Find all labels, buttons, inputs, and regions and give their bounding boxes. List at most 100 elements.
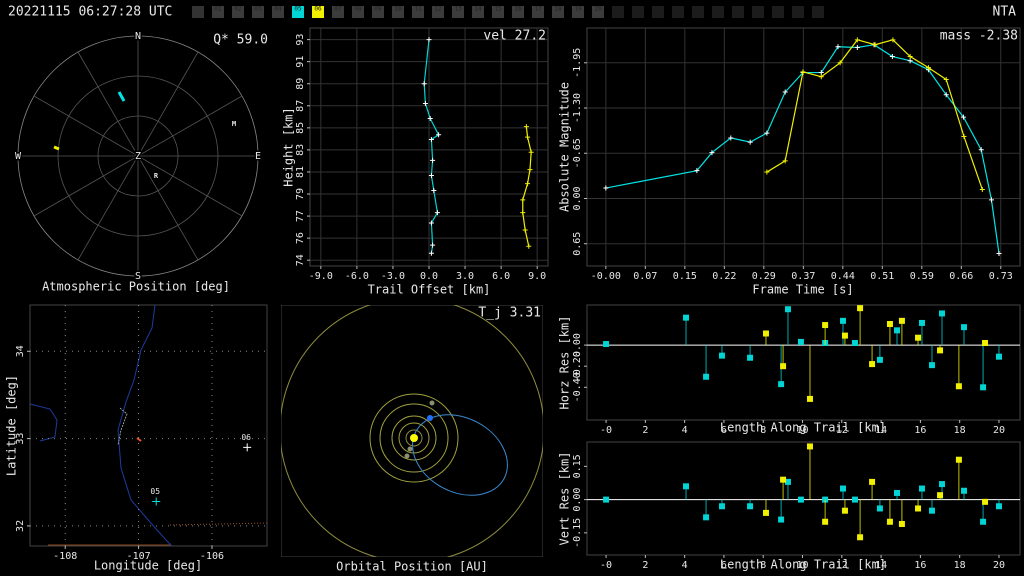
y-axis-label: Latitude [deg] (5, 375, 19, 476)
x-tick-label: -0 (600, 560, 612, 571)
data-point (747, 354, 754, 361)
data-point (822, 322, 829, 329)
data-point (907, 58, 913, 64)
y-tick-label: 91 (295, 56, 306, 68)
x-tick-label: 0.15 (673, 271, 697, 282)
data-point (747, 503, 754, 510)
data-point (780, 476, 787, 483)
y-axis-label: Height [km] (282, 107, 296, 186)
data-point (782, 89, 788, 95)
y-tick-label: -0.40 (572, 372, 583, 402)
data-point (857, 305, 864, 312)
data-point (526, 243, 532, 249)
data-point (980, 518, 987, 525)
data-point (747, 139, 753, 145)
x-tick-label: 0.07 (633, 271, 657, 282)
data-point (995, 503, 1002, 510)
data-point (797, 338, 804, 345)
station-box (392, 6, 404, 18)
zenith-label: Z (135, 151, 141, 162)
data-point (683, 483, 690, 490)
x-tick-label: 8 (760, 560, 766, 571)
data-point (995, 353, 1002, 360)
data-point (876, 505, 883, 512)
station-box (372, 6, 384, 18)
x-tick-label: 0.59 (910, 271, 934, 282)
station-box (432, 6, 444, 18)
data-point (718, 503, 725, 510)
annotation: vel 27.2 (483, 29, 546, 44)
data-point (937, 492, 944, 499)
x-tick-label: 10 (796, 425, 808, 436)
data-point (523, 124, 529, 130)
x-tick-label: -3.0 (381, 271, 405, 282)
data-point (683, 314, 690, 321)
data-point (960, 114, 966, 120)
station-box (312, 6, 324, 18)
data-point (988, 197, 994, 203)
data-point (427, 116, 433, 122)
station-label: 18 (554, 6, 562, 13)
data-point (428, 250, 434, 256)
data-point (525, 181, 531, 187)
data-point (762, 330, 769, 337)
data-point (890, 37, 896, 43)
data-point (434, 210, 440, 216)
data-point (915, 334, 922, 341)
x-tick-label: 12 (836, 560, 848, 571)
x-tick-label: 0.37 (791, 271, 815, 282)
data-point (818, 70, 824, 76)
data-point (694, 168, 700, 174)
data-point (835, 44, 841, 50)
data-point (430, 242, 436, 248)
data-point (894, 327, 901, 334)
data-point (703, 514, 710, 521)
data-point (603, 185, 609, 191)
data-point (778, 516, 785, 523)
data-point (898, 317, 905, 324)
station-label: 05 (294, 6, 302, 13)
station-marker: R (154, 172, 159, 180)
data-point (939, 310, 946, 317)
y-tick-label: 87 (295, 100, 306, 112)
data-point (928, 507, 935, 514)
x-tick-label: 14 (875, 560, 887, 571)
data-point (428, 220, 434, 226)
x-tick-label: 0.73 (989, 271, 1013, 282)
data-point (851, 496, 858, 503)
data-point (422, 100, 428, 106)
data-point (961, 324, 968, 331)
data-point (937, 347, 944, 354)
station-label: 12 (434, 6, 442, 13)
station-box (532, 6, 544, 18)
x-axis-label: Length Along Trail [km] (720, 421, 886, 435)
station-box (472, 6, 484, 18)
y-tick-label: 81 (295, 166, 306, 178)
x-tick-label: 0.51 (870, 271, 894, 282)
map-features (30, 305, 267, 546)
data-point (764, 130, 770, 136)
data-point (430, 157, 436, 163)
data-point (996, 250, 1002, 256)
data-point (894, 489, 901, 496)
data-point (851, 339, 858, 346)
x-axis-label: Frame Time [s] (752, 283, 853, 297)
x-tick-label: 0.66 (949, 271, 973, 282)
x-axis-label: Atmospheric Position [deg] (42, 280, 230, 294)
x-tick-label: 0.22 (712, 271, 736, 282)
data-point (918, 485, 925, 492)
orbit-diagram (281, 305, 543, 557)
data-point (818, 74, 824, 80)
station-box (572, 6, 584, 18)
direction-label: E (255, 151, 261, 162)
plot-frame (29, 304, 268, 547)
data-point (709, 150, 715, 156)
station-marker: M (232, 120, 236, 128)
meteor-track (53, 145, 60, 151)
x-axis-label: Trail Offset [km] (368, 283, 491, 297)
data-point (806, 443, 813, 450)
data-point (718, 352, 725, 359)
data-point (980, 384, 987, 391)
y-tick-label: 0.15 (572, 454, 583, 478)
